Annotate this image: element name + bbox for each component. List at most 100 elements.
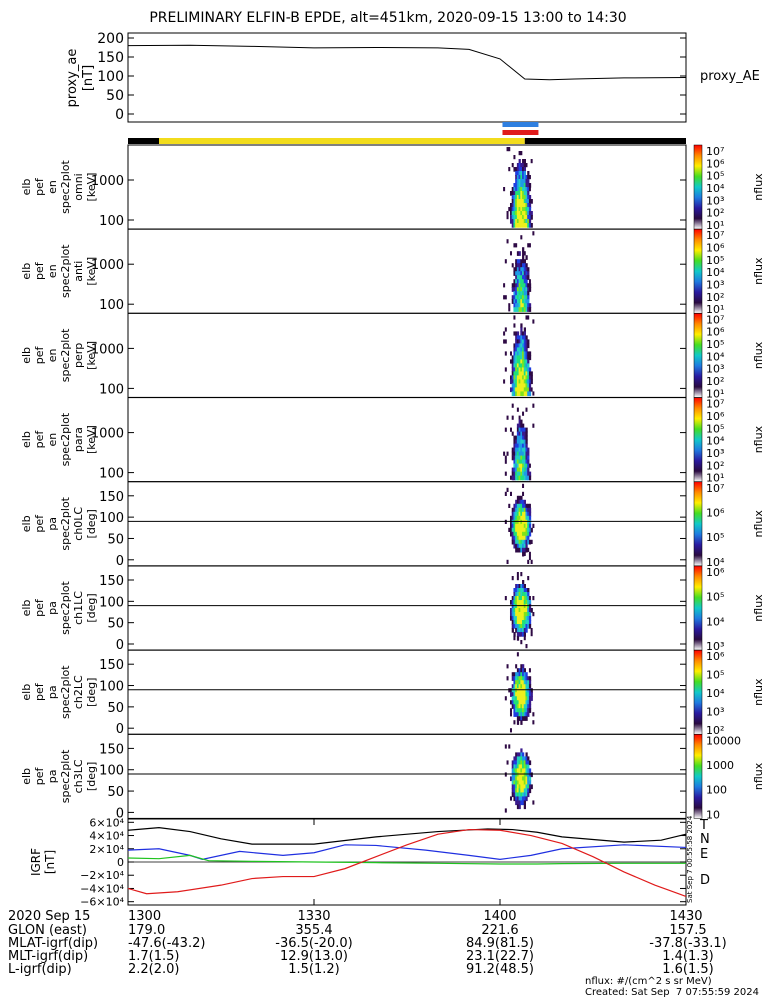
flux-cell <box>522 692 525 697</box>
flux-cell <box>518 600 521 605</box>
flux-cell <box>515 335 518 341</box>
flux-cell <box>520 307 523 312</box>
flux-cell <box>528 207 532 212</box>
flux-cell <box>527 471 530 477</box>
science-zone-marker <box>502 130 539 135</box>
flux-cell <box>523 175 526 180</box>
flux-speck <box>504 491 507 496</box>
flux-cell <box>518 764 521 770</box>
flux-cell <box>527 223 530 228</box>
flux-cell <box>527 511 530 517</box>
flux-cell <box>511 539 514 545</box>
flux-cell <box>518 351 521 357</box>
flux-cell <box>516 207 520 212</box>
panel-ytick-label: 0 <box>116 722 124 737</box>
flux-cell <box>518 379 521 385</box>
flux-cell <box>527 383 530 389</box>
flux-cell <box>520 620 523 625</box>
flux-cell <box>515 275 518 280</box>
flux-cell <box>525 459 528 465</box>
flux-speck <box>528 555 531 560</box>
flux-cell <box>528 183 532 188</box>
flux-cell <box>518 688 521 693</box>
colorbar-tick-label: 10⁵ <box>706 338 724 351</box>
flux-cell <box>525 363 528 369</box>
flux-cell <box>515 628 518 633</box>
flux-cell <box>527 700 530 705</box>
flux-cell <box>528 620 532 625</box>
flux-cell <box>523 519 526 525</box>
flux-cell <box>516 379 520 385</box>
panel-frame <box>127 481 687 567</box>
flux-cell <box>520 596 523 601</box>
flux-cell <box>520 507 523 513</box>
flux-cell <box>516 720 520 725</box>
flux-cell <box>527 183 530 188</box>
flux-cell <box>516 275 520 280</box>
flux-cell <box>525 467 528 473</box>
flux-cell <box>511 215 514 220</box>
flux-cell <box>522 531 525 537</box>
panel-ylabel: en <box>46 264 59 278</box>
flux-cell <box>513 688 516 693</box>
flux-cell <box>515 263 518 268</box>
flux-cell <box>516 800 520 806</box>
flux-speck <box>522 491 525 496</box>
flux-cell <box>515 379 518 385</box>
flux-cell <box>525 351 528 357</box>
flux-cell <box>515 179 518 184</box>
flux-cell <box>522 371 525 377</box>
flux-cell <box>527 696 530 701</box>
flux-cell <box>520 539 523 545</box>
flux-speck <box>506 451 509 456</box>
flux-cell <box>522 511 525 517</box>
flux-cell <box>522 431 525 437</box>
flux-cell <box>520 203 523 208</box>
flux-cell <box>518 211 521 216</box>
flux-cell <box>513 271 516 276</box>
flux-cell <box>513 596 516 601</box>
flux-cell <box>513 439 516 445</box>
flux-cell <box>518 455 521 461</box>
flux-cell <box>527 592 530 597</box>
flux-cell <box>520 584 523 589</box>
flux-cell <box>523 523 526 529</box>
flux-cell <box>515 535 518 541</box>
flux-cell <box>515 700 518 705</box>
flux-cell <box>511 676 514 681</box>
flux-speck <box>523 551 526 556</box>
flux-cell <box>523 756 526 762</box>
flux-cell <box>513 363 516 369</box>
flux-speck <box>532 596 535 601</box>
flux-cell <box>520 279 523 284</box>
flux-cell <box>518 531 521 537</box>
flux-cell <box>522 335 525 341</box>
colorbar-tick-label: 10³ <box>706 447 724 460</box>
flux-cell <box>528 387 532 393</box>
flux-cell <box>515 704 518 709</box>
igrf-line-E <box>127 854 686 865</box>
flux-cell <box>509 616 513 621</box>
status-segment <box>524 138 686 144</box>
time-tick-label: 1430 <box>669 909 702 924</box>
flux-cell <box>527 616 530 621</box>
flux-cell <box>518 283 521 288</box>
flux-cell <box>515 780 518 786</box>
flux-cell <box>528 283 532 288</box>
flux-cell <box>513 359 516 365</box>
flux-cell <box>523 788 526 794</box>
colorbar-tick-label: 10⁵ <box>706 531 724 544</box>
flux-speck <box>525 644 528 649</box>
flux-cell <box>527 267 530 272</box>
flux-speck <box>527 547 530 552</box>
panel-ylabel: elb <box>20 768 33 785</box>
flux-cell <box>523 535 526 541</box>
flux-cell <box>516 768 520 774</box>
flux-cell <box>513 507 516 513</box>
igrf-ytick-label: −4×10⁴ <box>80 882 124 895</box>
panel-ylabel: elb <box>20 179 33 196</box>
flux-cell <box>518 435 521 441</box>
flux-cell <box>518 523 521 529</box>
